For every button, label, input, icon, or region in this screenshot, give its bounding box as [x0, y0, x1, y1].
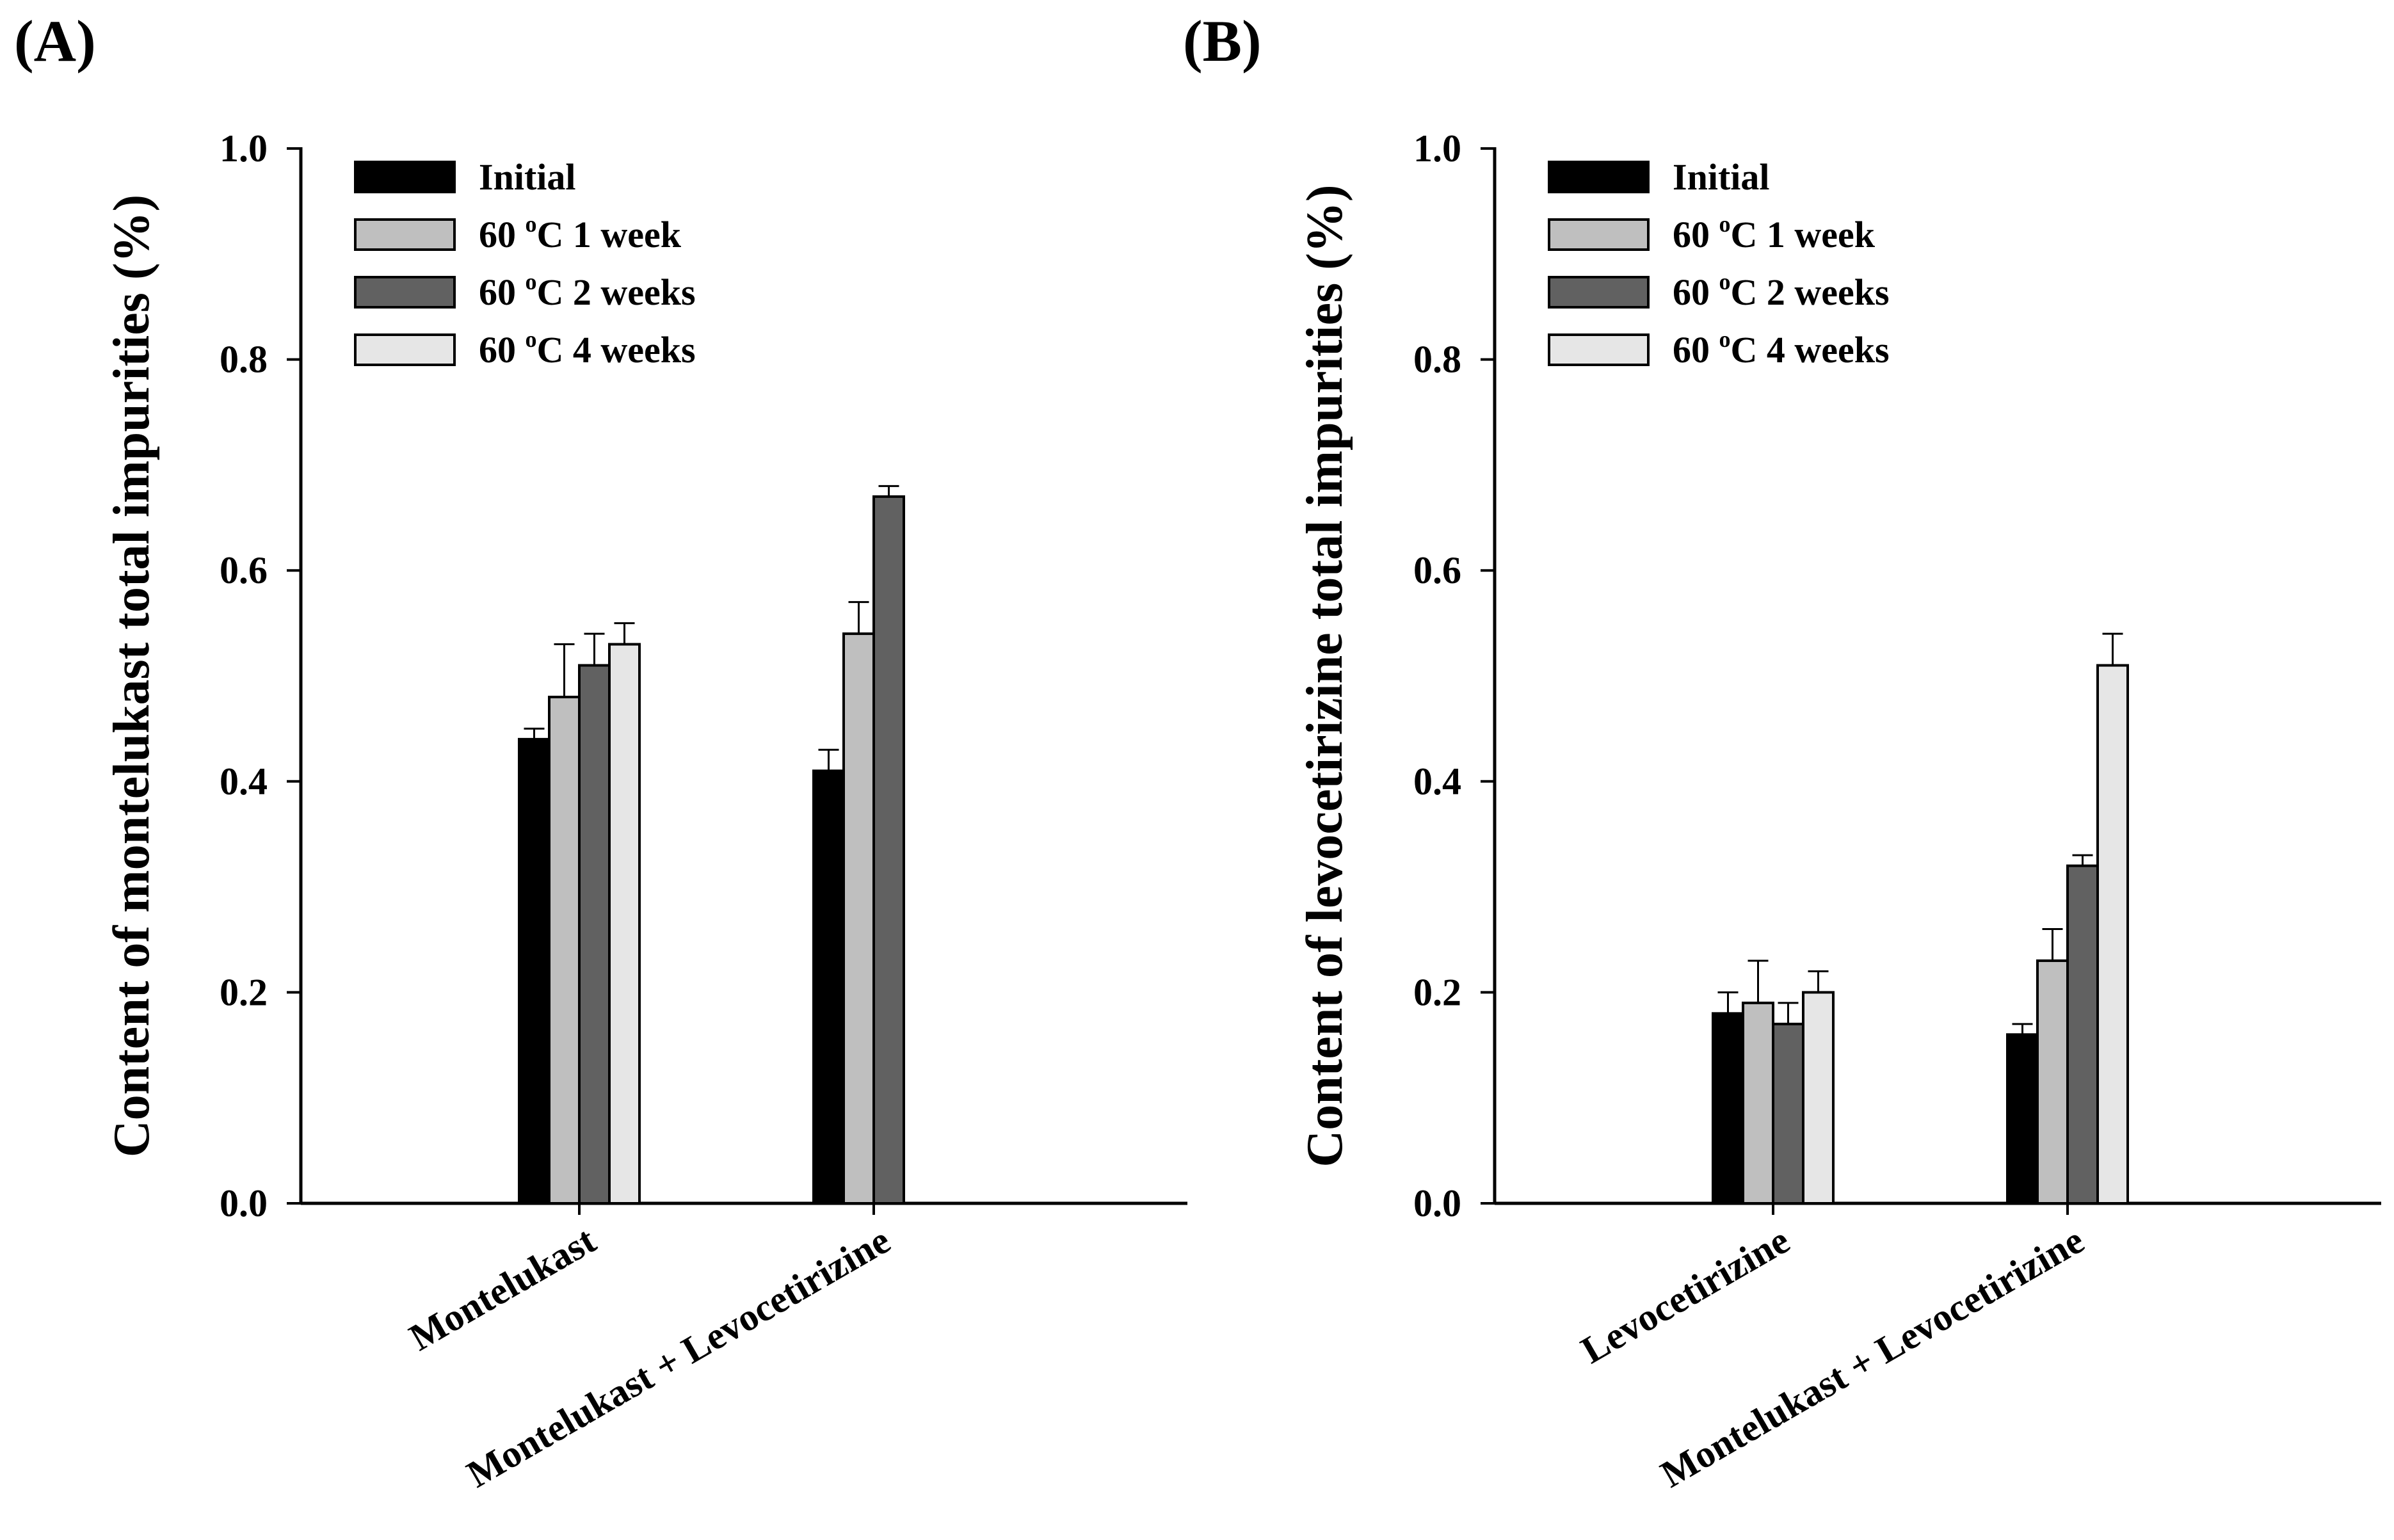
- bar: [2096, 664, 2129, 1205]
- legend-swatch: [354, 276, 456, 309]
- bar: [608, 643, 641, 1205]
- legend-label: 60 oC 2 weeks: [1673, 269, 1890, 313]
- bar: [2066, 864, 2099, 1205]
- legend-swatch: [1548, 218, 1650, 251]
- bar: [518, 737, 550, 1205]
- y-tick-label: 0.6: [220, 549, 268, 591]
- bar: [578, 664, 611, 1205]
- bar: [842, 632, 875, 1205]
- bar: [548, 695, 581, 1205]
- bar: [1712, 1012, 1744, 1205]
- legend-label: 60 oC 4 weeks: [1673, 326, 1890, 371]
- legend-label: Initial: [479, 156, 576, 198]
- x-category-label: Levocetirizine: [1574, 1219, 1797, 1372]
- legend-label: 60 oC 1 week: [1673, 211, 1876, 255]
- y-tick-label: 0.0: [220, 1182, 268, 1224]
- y-tick-label: 1.0: [1413, 127, 1461, 170]
- y-axis-title: Content of levocetirizine total impuriti…: [1297, 184, 1353, 1167]
- y-tick-label: 0.2: [220, 971, 268, 1013]
- y-tick-label: 1.0: [220, 127, 268, 170]
- legend-swatch: [354, 161, 456, 193]
- legend-swatch: [1548, 161, 1650, 193]
- legend-swatch: [1548, 333, 1650, 366]
- panel-label: (A): [14, 8, 96, 74]
- bar: [1772, 1022, 1804, 1205]
- bar: [1802, 991, 1835, 1205]
- y-tick-label: 0.4: [220, 760, 268, 803]
- legend-label: 60 oC 1 week: [479, 211, 682, 255]
- bar: [2036, 959, 2069, 1205]
- y-tick-label: 0.2: [1413, 971, 1461, 1013]
- bar: [1742, 1001, 1774, 1205]
- x-category-label: Montelukast: [402, 1219, 602, 1359]
- y-axis-title: Content of montelukast total impurities …: [104, 195, 160, 1157]
- legend-swatch: [354, 218, 456, 251]
- legend-label: 60 oC 4 weeks: [479, 326, 696, 371]
- y-tick-label: 0.4: [1413, 760, 1461, 803]
- legend-label: Initial: [1673, 156, 1770, 198]
- legend-swatch: [1548, 276, 1650, 309]
- legend-swatch: [354, 333, 456, 366]
- chart-panel-a: (A) 0.0 0.2 0.4 0.6 0.8 1.0 Content of monteluk…: [14, 8, 1187, 1496]
- bar: [812, 769, 845, 1205]
- y-tick-label: 0.0: [1413, 1182, 1461, 1224]
- y-tick-label: 0.6: [1413, 549, 1461, 591]
- bar: [872, 495, 905, 1205]
- bar: [2006, 1033, 2039, 1205]
- chart-panel-b: (B) 0.0 0.2 0.4 0.6 0.8 1.0 Content of levoceti…: [1183, 8, 2381, 1496]
- y-tick-label: 0.8: [1413, 339, 1461, 381]
- panel-label: (B): [1183, 8, 1262, 74]
- y-tick-label: 0.8: [220, 339, 268, 381]
- legend-label: 60 oC 2 weeks: [479, 269, 696, 313]
